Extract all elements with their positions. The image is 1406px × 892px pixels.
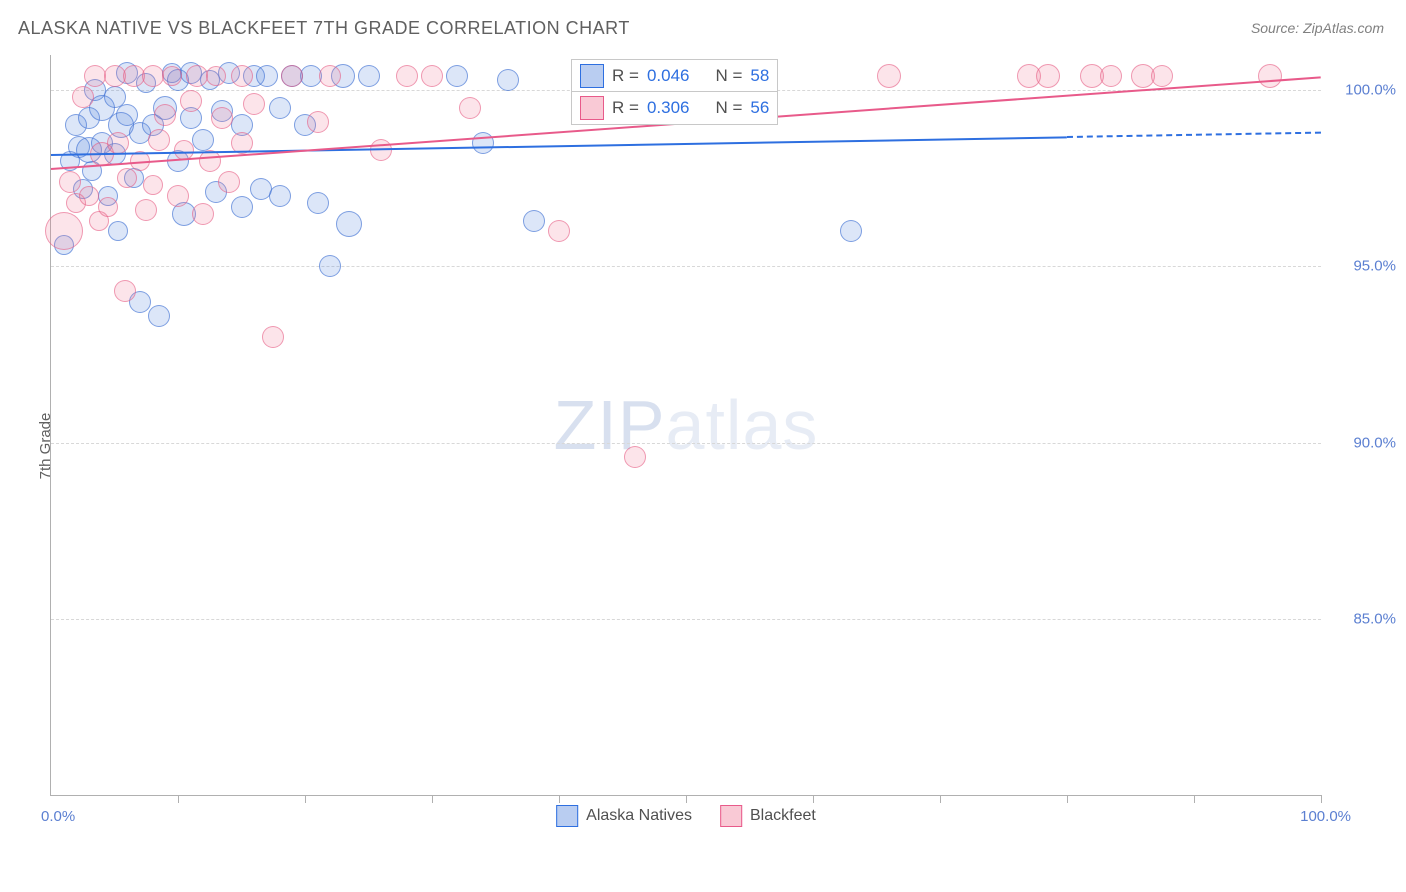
x-tick <box>1067 795 1068 803</box>
legend-swatch-pink <box>720 805 742 827</box>
source-label: Source: ZipAtlas.com <box>1251 20 1384 36</box>
data-point <box>262 326 284 348</box>
x-axis-min-label: 0.0% <box>41 808 75 825</box>
watermark-atlas: atlas <box>666 386 819 464</box>
legend: Alaska Natives Blackfeet <box>556 805 816 827</box>
data-point <box>319 255 341 277</box>
data-point <box>59 171 81 193</box>
x-axis-max-label: 100.0% <box>1300 808 1351 825</box>
y-tick-label: 90.0% <box>1353 434 1396 451</box>
data-point <box>1100 65 1122 87</box>
data-point <box>446 65 468 87</box>
data-point <box>1258 64 1282 88</box>
data-point <box>142 65 164 87</box>
data-point <box>114 280 136 302</box>
data-point <box>186 65 208 87</box>
x-tick <box>305 795 306 803</box>
data-point <box>148 305 170 327</box>
x-tick <box>940 795 941 803</box>
series-swatch <box>580 96 604 120</box>
data-point <box>231 65 253 87</box>
data-point <box>154 104 176 126</box>
chart-container: ALASKA NATIVE VS BLACKFEET 7TH GRADE COR… <box>0 0 1406 892</box>
data-point <box>192 203 214 225</box>
watermark: ZIPatlas <box>554 385 819 465</box>
legend-label: Blackfeet <box>750 807 816 825</box>
data-point <box>206 66 226 86</box>
gridline <box>51 619 1321 620</box>
plot-area: ZIPatlas 0.0% 100.0% Alaska Natives Blac… <box>50 55 1321 796</box>
data-point <box>143 175 163 195</box>
data-point <box>231 196 253 218</box>
data-point <box>1036 64 1060 88</box>
watermark-zip: ZIP <box>554 386 666 464</box>
correlation-box: R = 0.046 N = 58 <box>571 59 778 93</box>
data-point <box>319 65 341 87</box>
data-point <box>148 129 170 151</box>
legend-swatch-blue <box>556 805 578 827</box>
n-label: N = <box>715 98 742 118</box>
data-point <box>218 171 240 193</box>
data-point <box>877 64 901 88</box>
n-value: 56 <box>750 98 769 118</box>
data-point <box>1151 65 1173 87</box>
x-tick <box>1321 795 1322 803</box>
data-point <box>72 86 94 108</box>
chart-title: ALASKA NATIVE VS BLACKFEET 7TH GRADE COR… <box>18 18 630 39</box>
x-tick <box>559 795 560 803</box>
r-label: R = <box>612 66 639 86</box>
x-tick <box>813 795 814 803</box>
y-tick-label: 85.0% <box>1353 610 1396 627</box>
r-value: 0.306 <box>647 98 690 118</box>
x-tick <box>686 795 687 803</box>
data-point <box>243 93 265 115</box>
data-point <box>256 65 278 87</box>
r-label: R = <box>612 98 639 118</box>
data-point <box>307 192 329 214</box>
data-point <box>396 65 418 87</box>
data-point <box>162 66 182 86</box>
series-swatch <box>580 64 604 88</box>
n-value: 58 <box>750 66 769 86</box>
data-point <box>840 220 862 242</box>
y-tick-label: 100.0% <box>1345 82 1396 99</box>
legend-item-blackfeet: Blackfeet <box>720 805 816 827</box>
gridline <box>51 443 1321 444</box>
data-point <box>523 210 545 232</box>
data-point <box>269 97 291 119</box>
data-point <box>211 107 233 129</box>
data-point <box>45 212 83 250</box>
x-tick <box>1194 795 1195 803</box>
data-point <box>281 65 303 87</box>
data-point <box>269 185 291 207</box>
data-point <box>108 221 128 241</box>
data-point <box>548 220 570 242</box>
data-point <box>135 199 157 221</box>
gridline <box>51 266 1321 267</box>
legend-label: Alaska Natives <box>586 807 692 825</box>
data-point <box>459 97 481 119</box>
data-point <box>192 129 214 151</box>
data-point <box>167 185 189 207</box>
data-point <box>79 186 99 206</box>
r-value: 0.046 <box>647 66 690 86</box>
x-tick <box>178 795 179 803</box>
trend-line-extrapolated <box>1067 132 1321 138</box>
data-point <box>624 446 646 468</box>
data-point <box>421 65 443 87</box>
data-point <box>107 132 129 154</box>
data-point <box>358 65 380 87</box>
data-point <box>180 90 202 112</box>
data-point <box>307 111 329 133</box>
data-point <box>336 211 362 237</box>
data-point <box>497 69 519 91</box>
n-label: N = <box>715 66 742 86</box>
correlation-box: R = 0.306 N = 56 <box>571 91 778 125</box>
data-point <box>98 197 118 217</box>
legend-item-alaska-natives: Alaska Natives <box>556 805 692 827</box>
y-tick-label: 95.0% <box>1353 258 1396 275</box>
data-point <box>117 168 137 188</box>
x-tick <box>432 795 433 803</box>
